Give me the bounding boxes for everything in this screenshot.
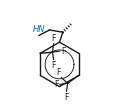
Text: F: F bbox=[56, 68, 61, 77]
Text: F: F bbox=[61, 47, 65, 56]
Text: F: F bbox=[64, 93, 69, 102]
Text: F: F bbox=[51, 61, 56, 70]
Text: F: F bbox=[51, 34, 56, 43]
Text: HN: HN bbox=[33, 25, 46, 34]
Text: F: F bbox=[54, 80, 59, 89]
